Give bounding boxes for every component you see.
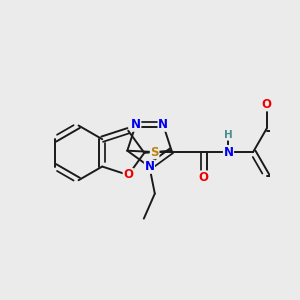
Text: O: O bbox=[262, 98, 272, 111]
Text: N: N bbox=[131, 118, 141, 131]
Text: N: N bbox=[158, 118, 168, 131]
Text: O: O bbox=[123, 169, 133, 182]
Text: N: N bbox=[224, 146, 233, 159]
Text: H: H bbox=[224, 130, 233, 140]
Text: O: O bbox=[199, 171, 209, 184]
Text: N: N bbox=[144, 160, 154, 173]
Text: S: S bbox=[150, 146, 159, 159]
